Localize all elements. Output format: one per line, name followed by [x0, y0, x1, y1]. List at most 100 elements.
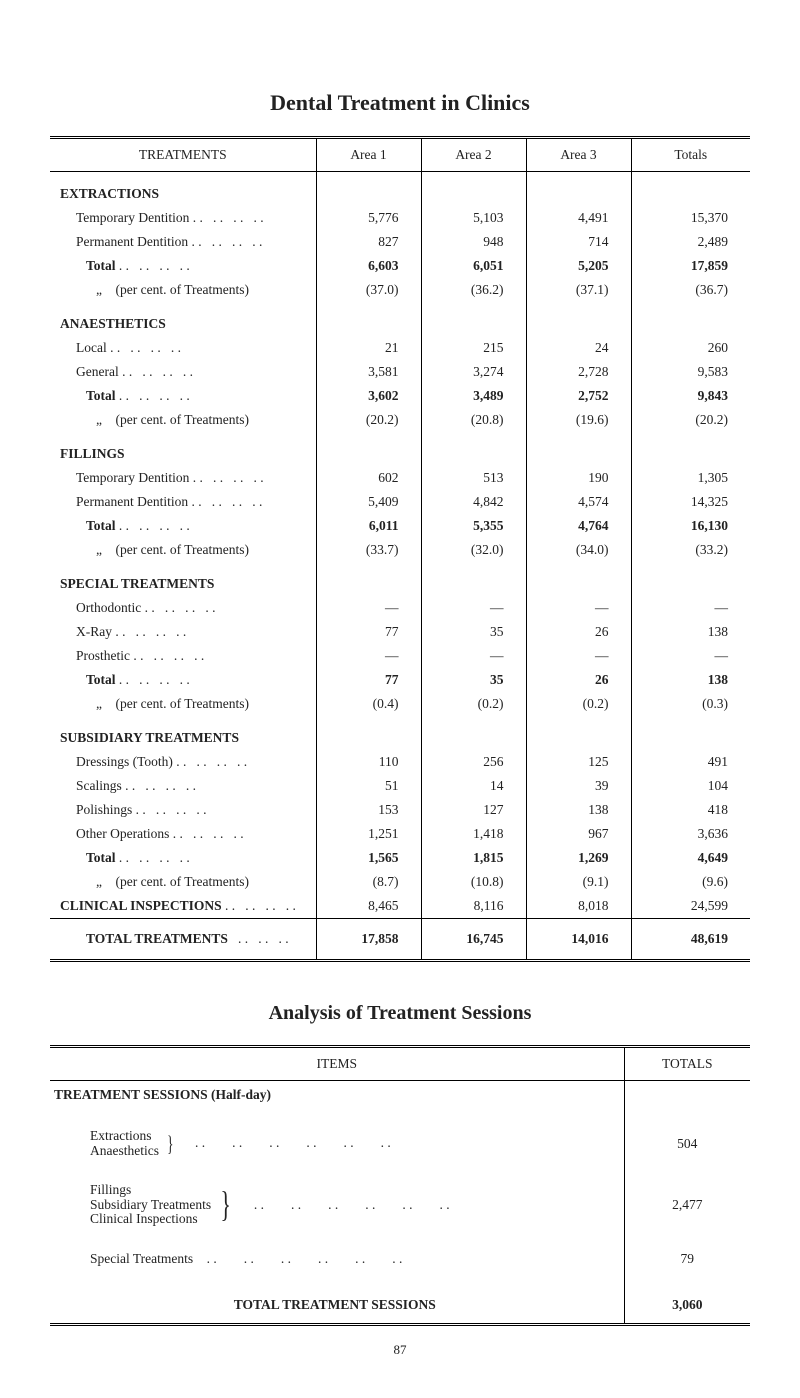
cell: 1,565	[316, 846, 421, 870]
cell: (32.0)	[421, 538, 526, 562]
row-label: Dressings (Tooth)	[50, 750, 316, 774]
cell: (0.3)	[631, 692, 750, 716]
page-number: 87	[50, 1342, 750, 1358]
cell: 1,418	[421, 822, 526, 846]
cell: —	[631, 644, 750, 668]
row-label: Scalings	[50, 774, 316, 798]
treatments-table: TREATMENTS Area 1 Area 2 Area 3 Totals E…	[50, 136, 750, 962]
cell: 14,325	[631, 490, 750, 514]
section-title: SUBSIDIARY TREATMENTS	[50, 716, 316, 750]
th-area2: Area 2	[421, 138, 526, 172]
cell: —	[316, 596, 421, 620]
row-label: General	[50, 360, 316, 384]
cell: 256	[421, 750, 526, 774]
cell: 4,649	[631, 846, 750, 870]
page-title-1: Dental Treatment in Clinics	[50, 90, 750, 116]
sessions-total-value: 3,060	[624, 1287, 750, 1325]
cell: 125	[526, 750, 631, 774]
cell: (34.0)	[526, 538, 631, 562]
cell: 14	[421, 774, 526, 798]
grand-total-cell: 17,858	[316, 919, 421, 961]
row-label: X-Ray	[50, 620, 316, 644]
row-label: „ (per cent. of Treatments)	[50, 278, 316, 302]
cell: (19.6)	[526, 408, 631, 432]
cell: 17,859	[631, 254, 750, 278]
cell: 4,842	[421, 490, 526, 514]
sessions-total-label: TOTAL TREATMENT SESSIONS	[50, 1287, 624, 1325]
cell: 190	[526, 466, 631, 490]
cell: 24,599	[631, 894, 750, 919]
cell: 491	[631, 750, 750, 774]
cell: 3,274	[421, 360, 526, 384]
cell: (10.8)	[421, 870, 526, 894]
cell: 4,574	[526, 490, 631, 514]
row-label: Permanent Dentition	[50, 230, 316, 254]
section-title: SPECIAL TREATMENTS	[50, 562, 316, 596]
cell: —	[421, 644, 526, 668]
section-title: EXTRACTIONS	[50, 172, 316, 207]
cell: (36.7)	[631, 278, 750, 302]
cell: 110	[316, 750, 421, 774]
cell: (33.2)	[631, 538, 750, 562]
cell: 127	[421, 798, 526, 822]
cell: 153	[316, 798, 421, 822]
cell: (37.1)	[526, 278, 631, 302]
cell: 104	[631, 774, 750, 798]
cell: 51	[316, 774, 421, 798]
section-title: FILLINGS	[50, 432, 316, 466]
session-item: ExtractionsAnaesthetics} . . . . . . . .…	[50, 1125, 624, 1163]
th-totals: Totals	[631, 138, 750, 172]
cell: (33.7)	[316, 538, 421, 562]
grand-total-cell: 14,016	[526, 919, 631, 961]
row-label: Temporary Dentition	[50, 206, 316, 230]
cell: (9.6)	[631, 870, 750, 894]
cell: 39	[526, 774, 631, 798]
session-value: 504	[624, 1125, 750, 1163]
row-label: Total	[50, 384, 316, 408]
session-item: Special Treatments . . . . . . . . . . .…	[50, 1247, 624, 1271]
sessions-table: ITEMS TOTALS TREATMENT SESSIONS (Half-da…	[50, 1045, 750, 1326]
brace-icon: }	[221, 1185, 231, 1225]
cell: (37.0)	[316, 278, 421, 302]
cell: 3,636	[631, 822, 750, 846]
cell: 35	[421, 668, 526, 692]
cell: 77	[316, 668, 421, 692]
cell: 138	[631, 620, 750, 644]
row-label: Total	[50, 254, 316, 278]
session-value: 79	[624, 1247, 750, 1271]
cell: —	[526, 596, 631, 620]
page-title-2: Analysis of Treatment Sessions	[50, 1002, 750, 1025]
session-item: FillingsSubsidiary TreatmentsClinical In…	[50, 1179, 624, 1232]
cell: —	[316, 644, 421, 668]
cell: 2,489	[631, 230, 750, 254]
cell: 3,581	[316, 360, 421, 384]
cell: 35	[421, 620, 526, 644]
cell: 1,269	[526, 846, 631, 870]
th-totals2: TOTALS	[624, 1047, 750, 1081]
grand-total-cell: 16,745	[421, 919, 526, 961]
cell: 5,776	[316, 206, 421, 230]
cell: —	[421, 596, 526, 620]
th-treatments: TREATMENTS	[50, 138, 316, 172]
cell: (8.7)	[316, 870, 421, 894]
cell: 5,103	[421, 206, 526, 230]
cell: 714	[526, 230, 631, 254]
row-label: Prosthetic	[50, 644, 316, 668]
cell: (36.2)	[421, 278, 526, 302]
cell: 1,305	[631, 466, 750, 490]
cell: 24	[526, 336, 631, 360]
row-label: Local	[50, 336, 316, 360]
cell: (20.8)	[421, 408, 526, 432]
row-label: Temporary Dentition	[50, 466, 316, 490]
cell: 513	[421, 466, 526, 490]
cell: —	[526, 644, 631, 668]
cell: 26	[526, 620, 631, 644]
cell: 8,116	[421, 894, 526, 919]
cell: —	[631, 596, 750, 620]
cell: 8,465	[316, 894, 421, 919]
grand-total-label: TOTAL TREATMENTS	[50, 919, 316, 961]
cell: 967	[526, 822, 631, 846]
cell: 138	[526, 798, 631, 822]
cell: 2,752	[526, 384, 631, 408]
cell: 602	[316, 466, 421, 490]
